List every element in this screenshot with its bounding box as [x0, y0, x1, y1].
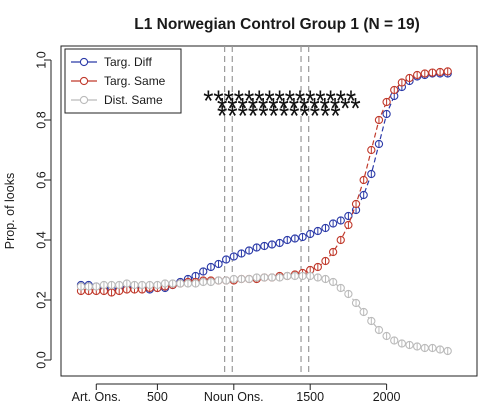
- y-tick-label: 0.8: [34, 111, 48, 128]
- x-tick-label: 1500: [296, 390, 324, 404]
- plot-frame: [60, 45, 478, 377]
- significance-row: ************: [217, 100, 341, 133]
- significance-layer: ****************************************…: [203, 85, 361, 133]
- y-tick-label: 1.0: [34, 51, 48, 68]
- significance-row: **************: [217, 93, 361, 126]
- y-axis-label: Prop. of looks: [3, 173, 17, 249]
- legend-entry: Targ. Diff: [104, 55, 152, 69]
- y-tick-label: 0.0: [34, 351, 48, 368]
- legend-entry: Dist. Same: [104, 93, 163, 107]
- x-tick-label: 2000: [373, 390, 401, 404]
- significance-row: ***************: [203, 85, 356, 118]
- y-tick-label: 0.4: [34, 231, 48, 248]
- legend-entry: Targ. Same: [104, 74, 166, 88]
- x-tick-label: Art. Ons.: [72, 390, 121, 404]
- x-tick-label: Noun Ons.: [204, 390, 264, 404]
- legend-marker: [79, 95, 89, 105]
- series-layer: [76, 67, 452, 356]
- y-tick-label: 0.2: [34, 291, 48, 308]
- axes-layer: 0.0 0.2 0.4 0.6 0.8 1.0 Art. Ons. 500 Noun Ons. 1…: [34, 51, 400, 404]
- x-tick-label: 500: [147, 390, 168, 404]
- legend-marker: [79, 76, 89, 86]
- series-dist-same: [76, 271, 452, 356]
- y-tick-label: 0.6: [34, 171, 48, 188]
- chart-title: L1 Norwegian Control Group 1 (N = 19): [134, 16, 420, 33]
- reference-lines: [224, 46, 310, 376]
- legend: Targ. Diff Targ. Same Dist. Same: [64, 48, 182, 114]
- legend-marker: [79, 57, 89, 67]
